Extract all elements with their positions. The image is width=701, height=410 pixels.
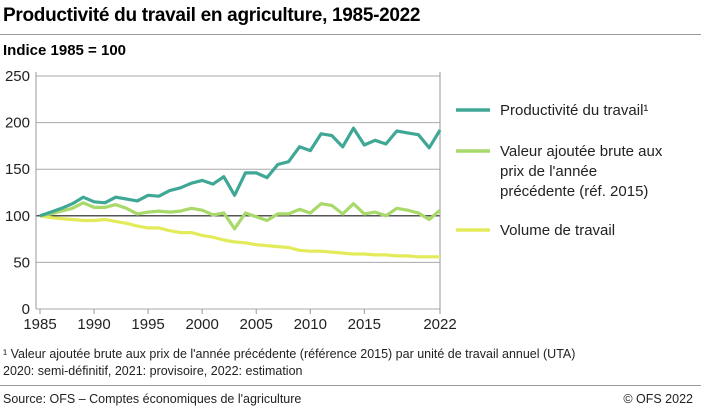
legend-label: Volume de travail <box>500 222 615 239</box>
copyright: © OFS 2022 <box>623 392 693 406</box>
legend-label: précédente (réf. 2015) <box>500 183 648 200</box>
x-tick-label: 2015 <box>348 316 381 333</box>
series-line <box>39 214 440 259</box>
legend-label: prix de l'année <box>500 163 597 180</box>
source: Source: OFS – Comptes économiques de l'a… <box>3 392 302 406</box>
x-tick-label: 1990 <box>77 316 110 333</box>
y-tick-label: 150 <box>5 161 30 178</box>
x-tick-label: 2022 <box>423 316 456 333</box>
x-tick-label: 1985 <box>23 316 56 333</box>
chart-title: Productivité du travail en agriculture, … <box>3 5 421 26</box>
y-tick-label: 200 <box>5 115 30 132</box>
y-tick-label: 250 <box>5 68 30 85</box>
legend-label: Productivité du travail¹ <box>500 102 648 119</box>
y-tick-label: 50 <box>13 254 30 271</box>
footnote-2: 2020: semi-définitif, 2021: provisoire, … <box>3 364 303 378</box>
y-tick-label: 0 <box>22 301 30 318</box>
y-tick-label: 100 <box>5 208 30 225</box>
x-tick-label: 2005 <box>240 316 273 333</box>
y-axis-label: Indice 1985 = 100 <box>3 42 127 59</box>
series-line <box>39 201 442 231</box>
legend-label: Valeur ajoutée brute aux <box>500 143 663 160</box>
x-tick-label: 1995 <box>131 316 164 333</box>
series-line <box>39 126 442 218</box>
divider <box>0 385 701 386</box>
line-chart: 0 50 100 150 200 250 1985 1990 1995 2000 2005 2010 2… <box>5 68 663 333</box>
divider <box>0 34 701 35</box>
footnote-1: ¹ Valeur ajoutée brute aux prix de l'ann… <box>3 347 576 361</box>
x-tick-label: 2000 <box>185 316 218 333</box>
x-tick-label: 2010 <box>294 316 327 333</box>
